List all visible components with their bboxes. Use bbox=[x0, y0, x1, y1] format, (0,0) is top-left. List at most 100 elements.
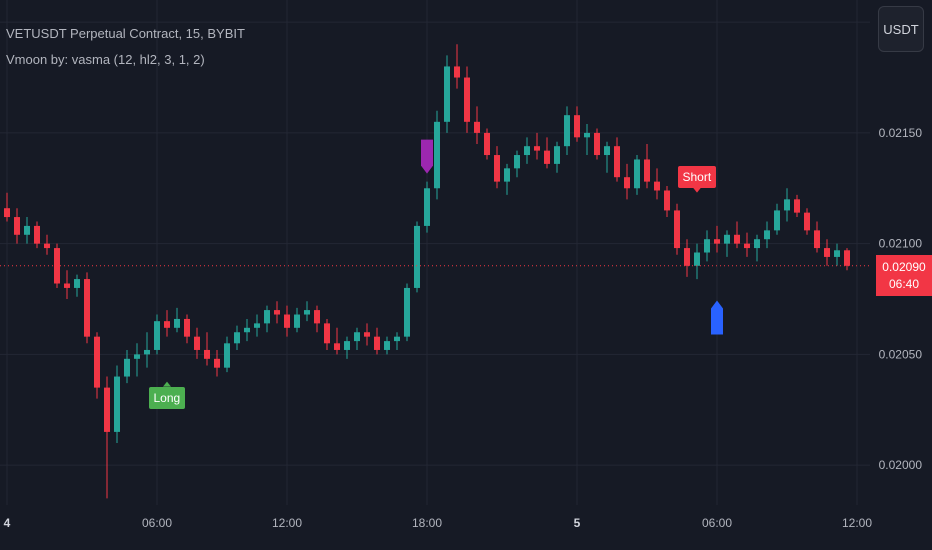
candle-body bbox=[554, 146, 560, 164]
candle-body bbox=[84, 279, 90, 337]
candle-body bbox=[844, 250, 850, 266]
y-tick-label: 0.02000 bbox=[879, 458, 923, 472]
candle-body bbox=[324, 323, 330, 344]
candle-body bbox=[64, 283, 70, 288]
y-tick-label: 0.02050 bbox=[879, 347, 923, 361]
candle-body bbox=[264, 310, 270, 324]
candle-body bbox=[124, 358, 130, 377]
candle-body bbox=[384, 341, 390, 350]
candle-body bbox=[14, 217, 20, 235]
candle-body bbox=[424, 188, 430, 226]
candle-body bbox=[94, 336, 100, 388]
candle-body bbox=[684, 248, 690, 266]
candle-body bbox=[474, 121, 480, 133]
candle-body bbox=[284, 314, 290, 328]
candle-body bbox=[744, 243, 750, 249]
candle-body bbox=[74, 279, 80, 288]
candle-body bbox=[454, 66, 460, 78]
candle-body bbox=[394, 336, 400, 342]
candle-body bbox=[434, 121, 440, 189]
candle-body bbox=[254, 323, 260, 328]
candle-body bbox=[584, 132, 590, 138]
candle-body bbox=[104, 387, 110, 432]
candle-body bbox=[654, 181, 660, 191]
candle-body bbox=[794, 199, 800, 213]
candle-body bbox=[214, 358, 220, 368]
bar-countdown: 06:40 bbox=[888, 276, 920, 291]
candle-body bbox=[154, 321, 160, 350]
candle-body bbox=[44, 243, 50, 249]
last-price-tag: 0.02090 06:40 bbox=[876, 254, 932, 296]
candle-body bbox=[544, 150, 550, 164]
candle-body bbox=[134, 354, 140, 359]
candle-body bbox=[184, 318, 190, 337]
candle-body bbox=[364, 332, 370, 337]
candle-body bbox=[614, 146, 620, 178]
candle-body bbox=[764, 230, 770, 240]
candle-body bbox=[464, 77, 470, 122]
x-tick-label: 12:00 bbox=[842, 516, 872, 530]
candle-body bbox=[774, 210, 780, 231]
candle-body bbox=[694, 252, 700, 266]
candle-body bbox=[354, 332, 360, 342]
candle-body bbox=[534, 146, 540, 151]
candle-body bbox=[314, 310, 320, 324]
x-tick-label: 18:00 bbox=[412, 516, 442, 530]
short-signal-label: Short bbox=[677, 165, 717, 188]
candle-body bbox=[494, 155, 500, 182]
candle-body bbox=[414, 225, 420, 288]
candle-body bbox=[644, 159, 650, 182]
candle-body bbox=[724, 234, 730, 244]
x-tick-label: 06:00 bbox=[142, 516, 172, 530]
y-tick-label: 0.02150 bbox=[879, 126, 923, 140]
candle-body bbox=[484, 132, 490, 156]
candle-body bbox=[754, 239, 760, 249]
candle-body bbox=[144, 349, 150, 355]
x-tick-label: 06:00 bbox=[702, 516, 732, 530]
indicator-legend[interactable]: Vmoon by: vasma (12, hl2, 3, 1, 2) bbox=[6, 52, 205, 67]
candle-body bbox=[574, 115, 580, 138]
last-price-value: 0.02090 bbox=[882, 259, 926, 274]
x-tick-label: 12:00 bbox=[272, 516, 302, 530]
candle-body bbox=[734, 234, 740, 244]
blue-up-marker bbox=[711, 300, 723, 335]
candle-body bbox=[504, 168, 510, 182]
candle-body bbox=[524, 146, 530, 156]
candle-body bbox=[824, 248, 830, 257]
candle-body bbox=[24, 225, 30, 235]
candle-body bbox=[344, 341, 350, 350]
candle-body bbox=[664, 190, 670, 211]
candle-body bbox=[564, 115, 570, 147]
candle-body bbox=[804, 212, 810, 231]
candle-body bbox=[714, 239, 720, 244]
candle-body bbox=[784, 199, 790, 211]
candle-body bbox=[444, 66, 450, 122]
candle-body bbox=[634, 159, 640, 189]
candle-body bbox=[204, 349, 210, 359]
candle-body bbox=[514, 155, 520, 169]
candle-body bbox=[404, 287, 410, 337]
candle-body bbox=[274, 310, 280, 315]
candle-body bbox=[114, 376, 120, 432]
candle-body bbox=[244, 327, 250, 333]
candle-body bbox=[164, 321, 170, 328]
candle-body bbox=[604, 146, 610, 156]
y-tick-label: 0.02100 bbox=[879, 237, 923, 251]
candle-body bbox=[624, 177, 630, 189]
currency-button[interactable]: USDT bbox=[878, 6, 924, 52]
candle-body bbox=[834, 250, 840, 257]
candle-body bbox=[594, 132, 600, 156]
long-signal-pointer bbox=[163, 381, 171, 387]
candle-body bbox=[374, 336, 380, 350]
candle-body bbox=[4, 208, 10, 218]
candle-body bbox=[294, 314, 300, 328]
purple-down-marker bbox=[421, 139, 433, 174]
candle-body bbox=[224, 343, 230, 368]
x-tick-label: 5 bbox=[574, 516, 581, 530]
candle-body bbox=[174, 318, 180, 328]
candle-body bbox=[34, 225, 40, 244]
candle-body bbox=[194, 336, 200, 350]
x-tick-label: 4 bbox=[4, 516, 11, 530]
long-signal-label: Long bbox=[148, 386, 186, 409]
